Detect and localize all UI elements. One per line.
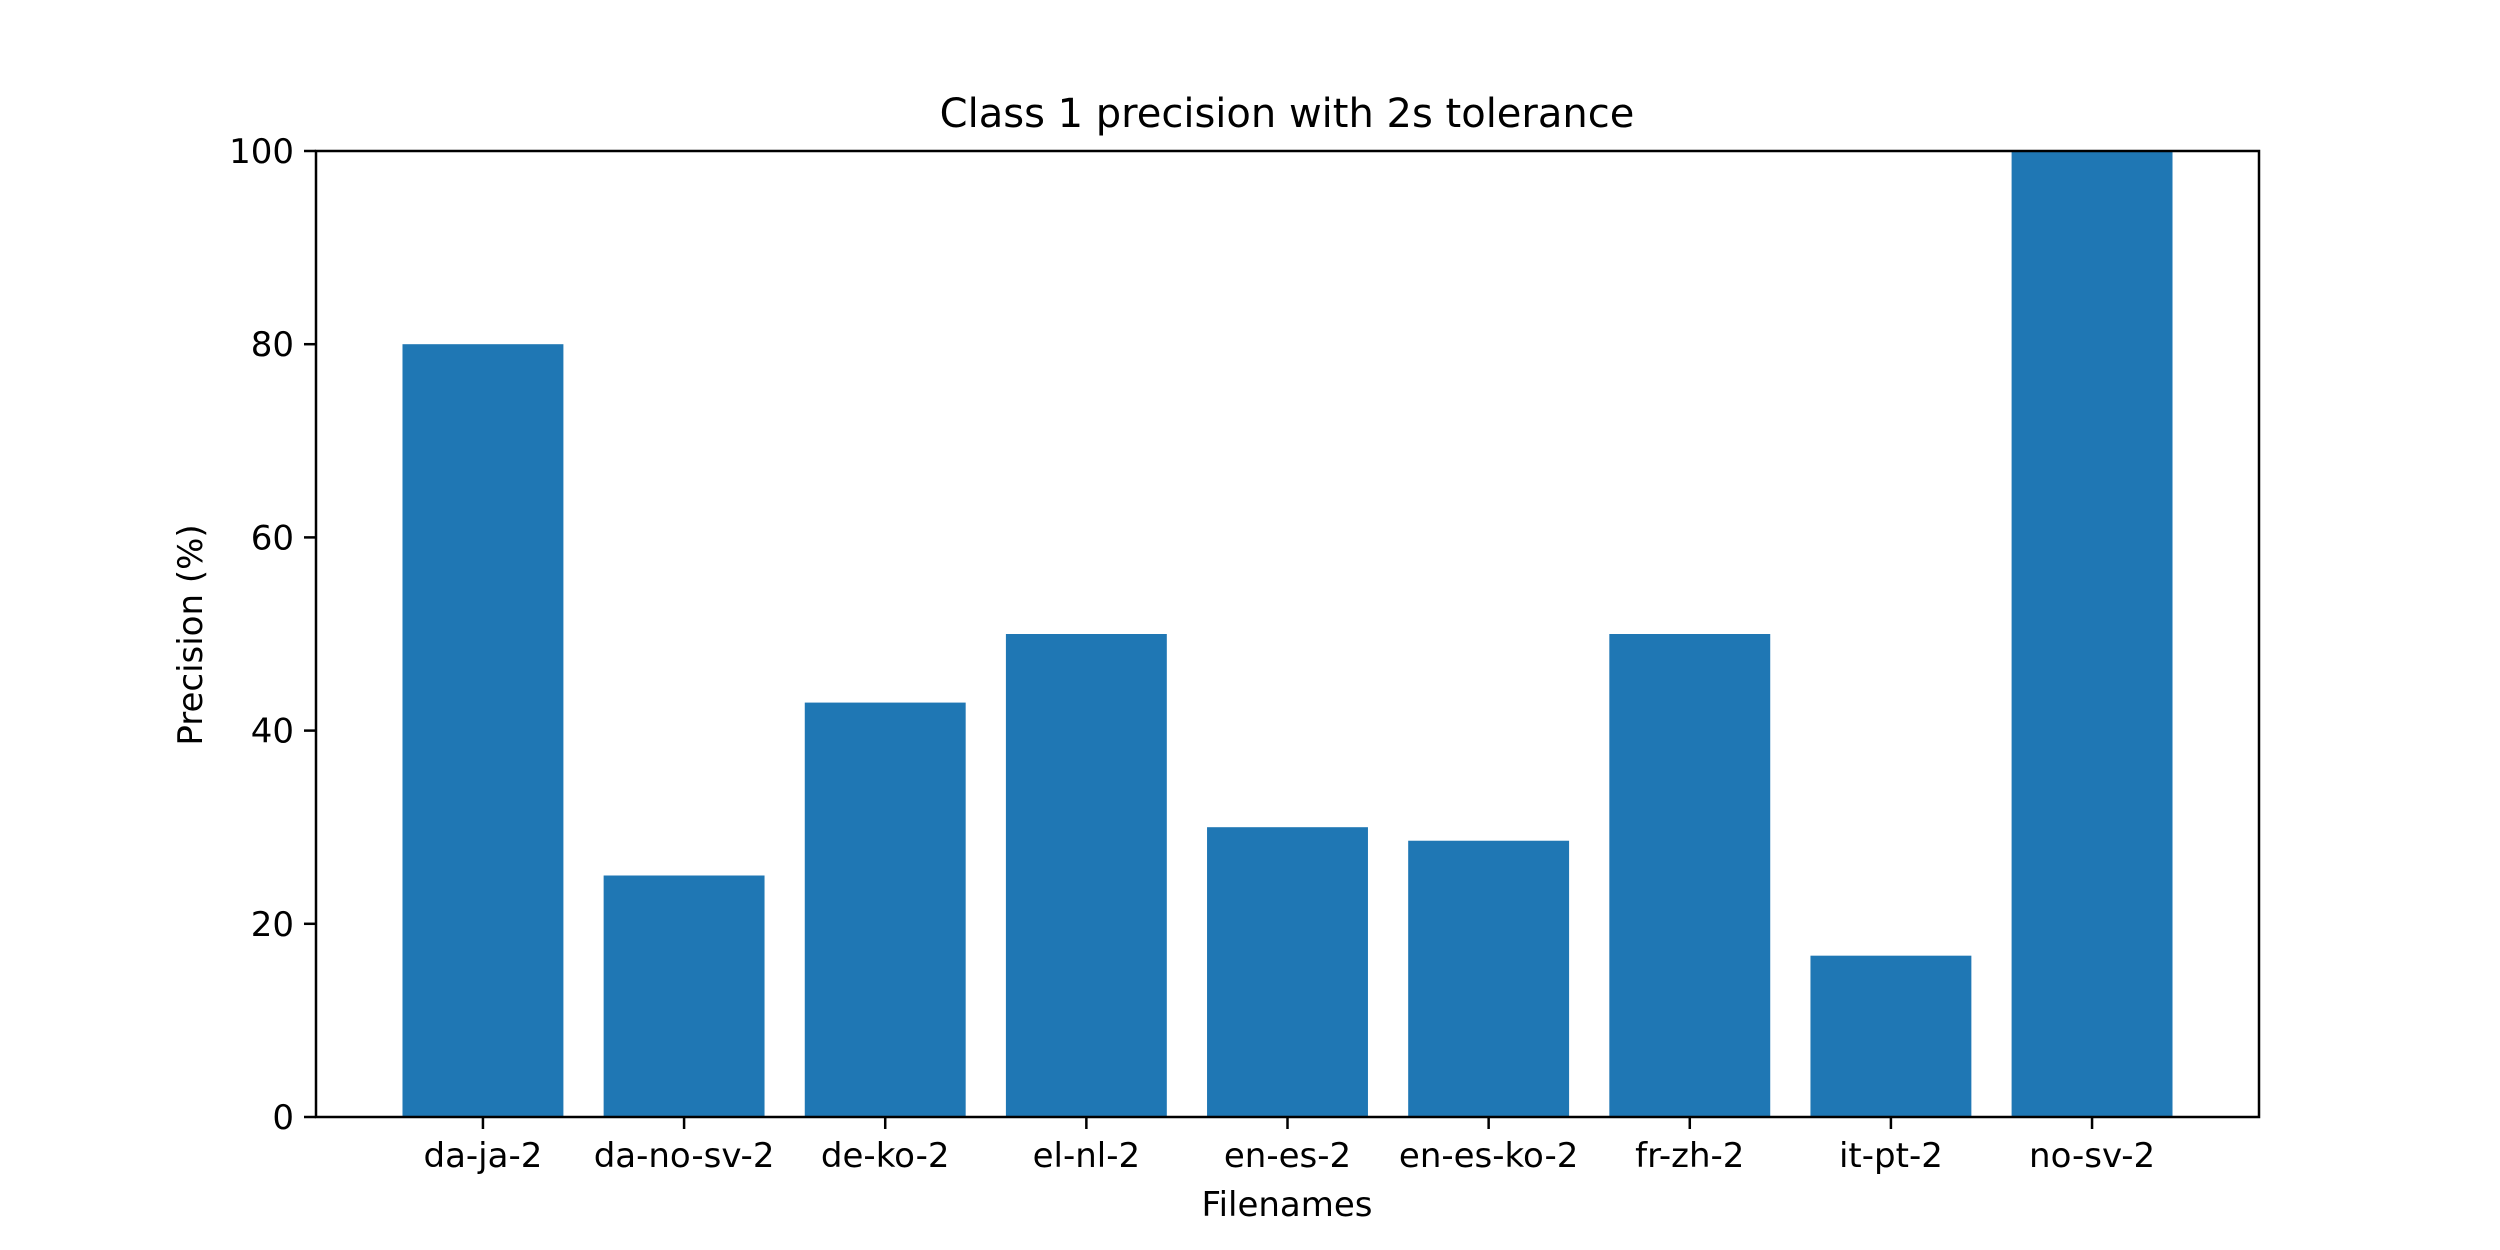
bar-el-nl-2 — [1005, 634, 1167, 1117]
x-tick-label-da-ja-2: da-ja-2 — [424, 1136, 543, 1176]
x-tick-label-it-pt-2: it-pt-2 — [1839, 1136, 1943, 1176]
y-ticks-group: 0 20 40 60 80 100 — [229, 132, 316, 1138]
y-tick-label: 60 — [251, 518, 294, 558]
bar-fr-zh-2 — [1609, 634, 1771, 1117]
y-tick-label: 80 — [251, 325, 294, 365]
bar-da-ja-2 — [402, 344, 564, 1117]
x-tick-label-de-ko-2: de-ko-2 — [821, 1136, 950, 1176]
x-ticks-group: da-ja-2 da-no-sv-2 de-ko-2 el-nl-2 en-es-2 en… — [424, 1117, 2155, 1176]
y-tick-label: 20 — [251, 905, 294, 945]
chart-title: Class 1 precision with 2s tolerance — [940, 91, 1635, 137]
bar-it-pt-2 — [1810, 955, 1972, 1117]
x-tick-label-fr-zh-2: fr-zh-2 — [1635, 1136, 1744, 1176]
bar-en-es-ko-2 — [1408, 840, 1570, 1117]
y-tick-label: 100 — [229, 132, 294, 172]
x-tick-label-da-no-sv-2: da-no-sv-2 — [594, 1136, 775, 1176]
bar-de-ko-2 — [804, 702, 966, 1117]
x-tick-label-no-sv-2: no-sv-2 — [2029, 1136, 2155, 1176]
x-tick-label-en-es-2: en-es-2 — [1224, 1136, 1351, 1176]
x-axis-label: Filenames — [1201, 1185, 1372, 1225]
bars-group — [402, 151, 2173, 1117]
x-tick-label-en-es-ko-2: en-es-ko-2 — [1399, 1136, 1578, 1176]
y-tick-label: 0 — [272, 1098, 294, 1138]
plot-frame — [314, 149, 2261, 1119]
bar-da-no-sv-2 — [603, 875, 765, 1117]
y-tick-label: 40 — [251, 712, 294, 752]
y-axis-label: Precision (%) — [171, 524, 211, 745]
bar-en-es-2 — [1207, 827, 1368, 1117]
bar-no-sv-2 — [2011, 151, 2173, 1117]
x-tick-label-el-nl-2: el-nl-2 — [1033, 1136, 1141, 1176]
